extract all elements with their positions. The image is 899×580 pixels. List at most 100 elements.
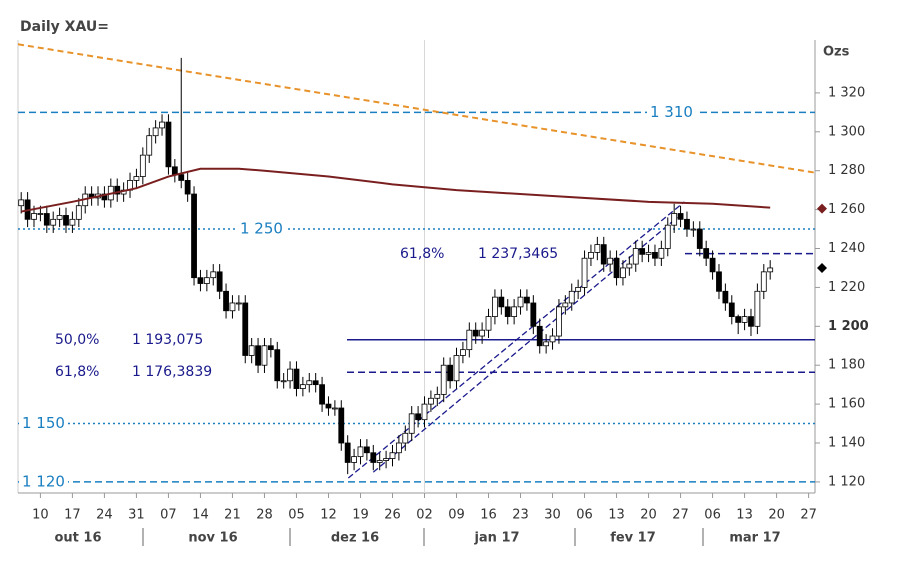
y-tick-label: 1 260 bbox=[828, 202, 865, 217]
candle-body bbox=[479, 329, 486, 337]
candle-body bbox=[671, 213, 678, 226]
y-tick-label: 1 180 bbox=[828, 358, 865, 373]
fib-label: 1 176,3839 bbox=[132, 364, 212, 380]
candle-body bbox=[165, 121, 172, 168]
candle-body bbox=[344, 442, 351, 463]
candle-body bbox=[594, 244, 601, 253]
candle-body bbox=[75, 205, 82, 220]
candle-body bbox=[415, 413, 422, 421]
candle-body bbox=[524, 296, 530, 304]
candle-body bbox=[139, 154, 146, 177]
candle-body bbox=[530, 302, 537, 327]
level-label-bg bbox=[19, 414, 68, 433]
candle-body bbox=[645, 251, 652, 255]
candle-body bbox=[280, 380, 287, 383]
x-tick-label: 16 bbox=[480, 508, 497, 523]
candle-body bbox=[114, 185, 121, 195]
candle-body bbox=[210, 271, 217, 279]
month-label: out 16 bbox=[54, 531, 101, 546]
x-tick-label: 31 bbox=[128, 508, 145, 523]
channel-line bbox=[372, 216, 678, 473]
candle-body bbox=[31, 213, 37, 220]
candle-body bbox=[37, 213, 44, 215]
candle-body bbox=[722, 290, 729, 304]
candle-body bbox=[741, 316, 748, 323]
level-label: 1 120 bbox=[22, 472, 65, 490]
candle-body bbox=[287, 368, 293, 382]
candle-body bbox=[267, 345, 274, 351]
candle-body bbox=[159, 121, 165, 129]
chart-title: Daily XAU= bbox=[20, 19, 109, 35]
x-tick-label: 13 bbox=[608, 508, 625, 523]
month-label: fev 17 bbox=[610, 531, 656, 546]
candle-body bbox=[370, 452, 377, 463]
candle-body bbox=[171, 166, 178, 175]
candle-body bbox=[440, 364, 447, 395]
candle-body bbox=[607, 257, 614, 265]
candle-body bbox=[504, 306, 511, 317]
candle-body bbox=[56, 215, 63, 220]
candle-body bbox=[203, 277, 210, 284]
candle-body bbox=[511, 306, 518, 317]
candle-body bbox=[325, 403, 332, 409]
y-tick-label: 1 160 bbox=[828, 397, 865, 412]
candle-body bbox=[466, 329, 473, 351]
candle-body bbox=[184, 180, 191, 195]
candle-body bbox=[658, 248, 665, 259]
candle-body bbox=[754, 290, 761, 327]
candle-body bbox=[460, 349, 466, 356]
x-tick-label: 10 bbox=[32, 508, 49, 523]
x-tick-label: 17 bbox=[64, 508, 81, 523]
candle-body bbox=[133, 176, 140, 181]
x-tick-label: 23 bbox=[512, 508, 529, 523]
fib-pct: 61,8% bbox=[55, 364, 99, 380]
level-label: 1 310 bbox=[650, 103, 693, 121]
candle-body bbox=[255, 345, 261, 366]
candle-body bbox=[760, 271, 767, 292]
candle-body bbox=[568, 290, 575, 304]
y-tick-label: 1 220 bbox=[828, 280, 865, 295]
x-tick-label: 30 bbox=[544, 508, 561, 523]
x-tick-label: 24 bbox=[96, 508, 113, 523]
candle-body bbox=[235, 302, 242, 305]
level-label-bg bbox=[647, 102, 696, 121]
x-tick-label: 13 bbox=[736, 508, 753, 523]
candle-body bbox=[319, 384, 325, 405]
candle-body bbox=[588, 251, 594, 259]
candle-body bbox=[69, 218, 76, 226]
candle-body bbox=[664, 224, 671, 249]
candle-body bbox=[626, 263, 633, 269]
candle-body bbox=[223, 290, 229, 312]
candle-body bbox=[331, 407, 338, 410]
candle-body bbox=[18, 199, 25, 207]
candle-body bbox=[716, 271, 722, 292]
x-tick-label: 19 bbox=[352, 508, 369, 523]
fib-pct: 50,0% bbox=[55, 332, 99, 348]
candle-body bbox=[376, 460, 383, 463]
moving-average bbox=[21, 167, 771, 213]
candle-body bbox=[402, 432, 409, 444]
level-label-bg bbox=[19, 472, 68, 491]
candle-body bbox=[306, 380, 313, 386]
candle-body bbox=[338, 407, 345, 444]
candle-body bbox=[152, 127, 159, 137]
x-tick-label: 09 bbox=[448, 508, 465, 523]
candle-body bbox=[395, 442, 402, 454]
candle-body bbox=[562, 302, 569, 308]
x-tick-label: 27 bbox=[672, 508, 689, 523]
level-label: 1 250 bbox=[240, 220, 283, 238]
candle-body bbox=[421, 403, 428, 421]
candle-body bbox=[178, 174, 185, 181]
candle-body bbox=[428, 397, 434, 405]
fib-label: 1 237,3465 bbox=[478, 246, 558, 262]
candle-body bbox=[383, 458, 389, 461]
candle-body bbox=[600, 244, 607, 265]
candle-body bbox=[408, 413, 415, 434]
month-label: mar 17 bbox=[729, 531, 780, 546]
candle-body bbox=[581, 257, 588, 288]
month-label: dez 16 bbox=[331, 531, 379, 546]
candle-body bbox=[197, 277, 204, 284]
x-tick-label: 28 bbox=[256, 508, 273, 523]
